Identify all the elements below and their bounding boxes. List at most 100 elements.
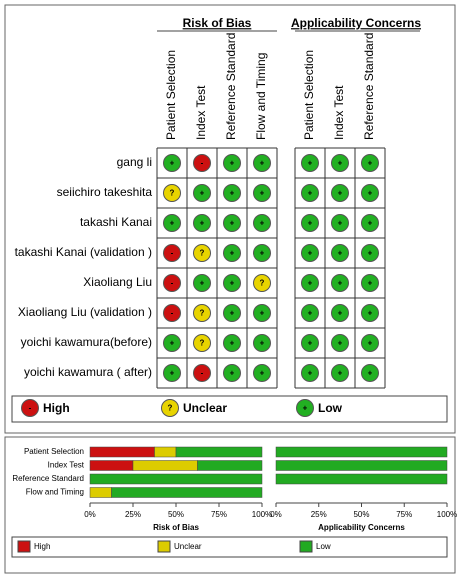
judgment-symbol: - bbox=[201, 369, 204, 378]
legend-label: High bbox=[34, 542, 50, 551]
study-label: takashi Kanai bbox=[80, 215, 152, 229]
judgment-dot bbox=[223, 334, 241, 352]
judgment-dot bbox=[253, 244, 271, 262]
legend-label: Low bbox=[316, 542, 331, 551]
judgment-dot bbox=[301, 214, 319, 232]
judgment-dot bbox=[223, 364, 241, 382]
judgment-symbol: + bbox=[170, 369, 175, 378]
judgment-dot bbox=[361, 244, 379, 262]
judgment-dot bbox=[193, 334, 211, 352]
judgment-dot bbox=[163, 154, 181, 172]
judgment-symbol: + bbox=[308, 279, 313, 288]
x-tick-label: 75% bbox=[211, 510, 227, 519]
study-label: seiichiro takeshita bbox=[57, 185, 153, 199]
bar-segment bbox=[89, 460, 134, 471]
bar-segment bbox=[89, 446, 155, 458]
judgment-dot bbox=[223, 274, 241, 292]
x-tick-label: 0% bbox=[84, 510, 96, 519]
judgment-symbol: + bbox=[260, 369, 265, 378]
legend-swatch bbox=[17, 540, 31, 553]
judgment-dot bbox=[163, 304, 181, 322]
judgment-dot bbox=[361, 214, 379, 232]
judgment-symbol: - bbox=[201, 159, 204, 168]
judgment-symbol: + bbox=[308, 339, 313, 348]
legend-box bbox=[11, 536, 448, 558]
judgment-symbol: + bbox=[260, 189, 265, 198]
judgment-symbol: + bbox=[338, 189, 343, 198]
judgment-dot bbox=[331, 184, 349, 202]
judgment-symbol: + bbox=[170, 339, 175, 348]
judgment-symbol: + bbox=[260, 219, 265, 228]
judgment-symbol: + bbox=[368, 159, 373, 168]
judgment-dot bbox=[163, 214, 181, 232]
judgment-dot bbox=[253, 154, 271, 172]
judgment-dot bbox=[301, 364, 319, 382]
column-label: Index Test bbox=[194, 85, 208, 140]
x-tick-label: 100% bbox=[252, 510, 272, 519]
study-label: gang li bbox=[117, 155, 152, 169]
judgment-symbol: + bbox=[230, 339, 235, 348]
judgment-symbol: + bbox=[368, 189, 373, 198]
legend-symbol: ? bbox=[168, 404, 173, 413]
judgment-dot bbox=[193, 184, 211, 202]
judgment-symbol: + bbox=[230, 249, 235, 258]
judgment-dot bbox=[361, 154, 379, 172]
judgment-dot bbox=[301, 304, 319, 322]
judgment-dot bbox=[331, 154, 349, 172]
judgment-symbol: + bbox=[260, 159, 265, 168]
judgment-dot bbox=[193, 364, 211, 382]
column-label: Reference Standard bbox=[224, 33, 238, 140]
judgment-dot bbox=[253, 364, 271, 382]
judgment-symbol: + bbox=[200, 279, 205, 288]
column-label: Index Test bbox=[332, 85, 346, 140]
judgment-dot bbox=[361, 184, 379, 202]
judgment-symbol: + bbox=[170, 159, 175, 168]
judgment-dot bbox=[361, 364, 379, 382]
judgment-dot bbox=[331, 304, 349, 322]
legend-symbol: - bbox=[29, 404, 32, 413]
legend-label: Low bbox=[318, 401, 343, 415]
judgment-symbol: - bbox=[171, 309, 174, 318]
judgment-dot bbox=[253, 334, 271, 352]
judgment-symbol: + bbox=[338, 219, 343, 228]
legend-dot bbox=[21, 399, 39, 417]
judgment-symbol: + bbox=[200, 219, 205, 228]
bar-segment bbox=[89, 473, 263, 485]
judgment-dot bbox=[163, 244, 181, 262]
judgment-symbol: + bbox=[170, 219, 175, 228]
study-label: yoichi kawamura ( after) bbox=[24, 365, 152, 379]
judgment-symbol: ? bbox=[170, 189, 175, 198]
column-label: Patient Selection bbox=[164, 50, 178, 140]
judgment-symbol: + bbox=[368, 279, 373, 288]
judgment-symbol: + bbox=[338, 249, 343, 258]
judgment-dot bbox=[193, 244, 211, 262]
category-label: Flow and Timing bbox=[26, 488, 84, 497]
judgment-dot bbox=[223, 214, 241, 232]
judgment-symbol: + bbox=[260, 339, 265, 348]
judgment-dot bbox=[193, 154, 211, 172]
column-label: Patient Selection bbox=[302, 50, 316, 140]
category-label: Patient Selection bbox=[24, 447, 84, 456]
judgment-dot bbox=[331, 244, 349, 262]
judgment-symbol: + bbox=[368, 369, 373, 378]
judgment-symbol: + bbox=[338, 279, 343, 288]
judgment-dot bbox=[193, 214, 211, 232]
x-axis-title: Applicability Concerns bbox=[318, 523, 405, 532]
judgment-symbol: + bbox=[230, 309, 235, 318]
legend-symbol: + bbox=[303, 404, 308, 413]
judgment-symbol: + bbox=[230, 159, 235, 168]
bar-segment bbox=[111, 487, 263, 498]
judgment-dot bbox=[301, 244, 319, 262]
judgment-dot bbox=[331, 364, 349, 382]
category-label: Index Test bbox=[48, 461, 85, 470]
judgment-symbol: + bbox=[230, 369, 235, 378]
bottom-panel bbox=[4, 436, 456, 574]
judgment-symbol: ? bbox=[200, 249, 205, 258]
judgment-symbol: + bbox=[338, 369, 343, 378]
legend-box bbox=[11, 395, 448, 423]
judgment-symbol: + bbox=[368, 219, 373, 228]
applicability-header: Applicability Concerns bbox=[291, 16, 421, 30]
judgment-dot bbox=[223, 304, 241, 322]
judgment-symbol: + bbox=[338, 339, 343, 348]
